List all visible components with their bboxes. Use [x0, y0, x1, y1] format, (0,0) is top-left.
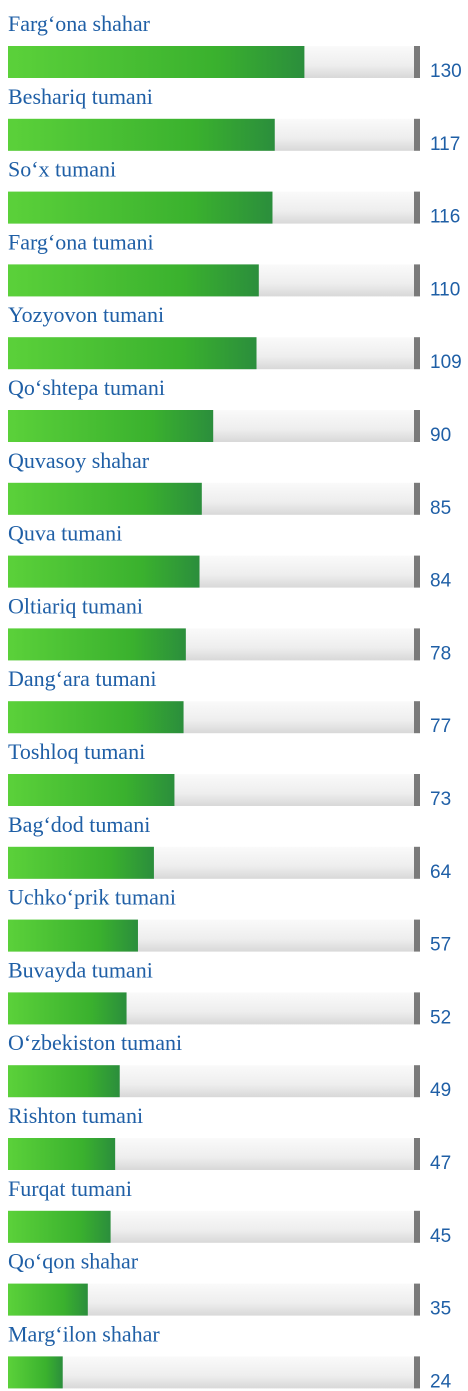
- category-label: Farg‘ona shahar: [8, 11, 151, 36]
- bar: [8, 1065, 120, 1098]
- category-label: Rishton tumani: [8, 1103, 143, 1128]
- category-label: Oltiariq tumani: [8, 593, 143, 618]
- bar-cap: [414, 774, 420, 806]
- category-label: Marg‘ilon shahar: [8, 1321, 160, 1346]
- category-label: Bag‘dod tumani: [8, 812, 150, 837]
- bar-cap: [414, 555, 420, 588]
- bar: [8, 264, 259, 297]
- bar: [8, 1138, 116, 1170]
- bar-cap: [414, 701, 420, 734]
- bar: [8, 919, 138, 952]
- value-label: 85: [430, 498, 451, 519]
- value-label: 45: [430, 1226, 451, 1247]
- bar-cap: [414, 1356, 420, 1389]
- bar-cap: [414, 46, 420, 78]
- bar: [8, 846, 154, 879]
- value-label: 64: [430, 862, 452, 883]
- bar-track: [8, 1356, 414, 1389]
- category-label: Qo‘shtepa tumani: [8, 375, 165, 400]
- category-label: Buvayda tumani: [8, 957, 153, 982]
- value-label: 84: [430, 571, 452, 592]
- bar-cap: [414, 118, 420, 151]
- category-label: Beshariq tumani: [8, 84, 153, 109]
- value-label: 57: [430, 935, 451, 956]
- bar: [8, 410, 214, 442]
- bar-cap: [414, 1065, 420, 1098]
- bar-cap: [414, 1283, 420, 1316]
- category-label: Qo‘qon shahar: [8, 1249, 139, 1274]
- bar-cap: [414, 482, 420, 515]
- category-label: Uchko‘prik tumani: [8, 885, 176, 910]
- category-label: Dang‘ara tumani: [8, 666, 156, 691]
- category-label: Yozyovon tumani: [8, 302, 164, 327]
- category-label: Toshloq tumani: [8, 739, 145, 764]
- category-label: Quva tumani: [8, 521, 122, 546]
- value-label: 47: [430, 1153, 451, 1174]
- bar-cap: [414, 919, 420, 952]
- bar: [8, 1210, 111, 1243]
- bar: [8, 118, 275, 151]
- bar-cap: [414, 1210, 420, 1243]
- value-label: 130: [430, 61, 462, 82]
- category-label: Furqat tumani: [8, 1176, 132, 1201]
- category-label: So‘x tumani: [8, 157, 116, 182]
- bar-cap: [414, 337, 420, 370]
- bar-cap: [414, 1138, 420, 1170]
- value-label: 117: [430, 134, 460, 155]
- bar-cap: [414, 191, 420, 224]
- value-label: 49: [430, 1080, 451, 1101]
- bar-cap: [414, 264, 420, 297]
- value-label: 35: [430, 1299, 451, 1320]
- bar-cap: [414, 846, 420, 879]
- bar: [8, 337, 257, 370]
- bar-cap: [414, 410, 420, 442]
- value-label: 78: [430, 643, 451, 664]
- bar: [8, 1356, 63, 1389]
- bar: [8, 191, 273, 224]
- value-label: 116: [430, 207, 460, 228]
- category-label: O‘zbekiston tumani: [8, 1030, 182, 1055]
- value-label: 77: [430, 716, 451, 737]
- value-label: 90: [430, 425, 451, 446]
- bar: [8, 555, 200, 588]
- bar-cap: [414, 628, 420, 661]
- value-label: 52: [430, 1007, 451, 1028]
- bar: [8, 628, 186, 661]
- bar: [8, 774, 175, 806]
- bar: [8, 701, 184, 734]
- category-label: Farg‘ona tumani: [8, 229, 154, 254]
- bar: [8, 992, 127, 1025]
- bar-cap: [414, 992, 420, 1025]
- bar: [8, 46, 305, 78]
- value-label: 73: [430, 789, 451, 810]
- bar: [8, 482, 202, 515]
- value-label: 24: [430, 1371, 452, 1391]
- category-label: Quvasoy shahar: [8, 448, 150, 473]
- value-label: 109: [430, 352, 462, 373]
- value-label: 110: [430, 279, 460, 300]
- bar: [8, 1283, 88, 1316]
